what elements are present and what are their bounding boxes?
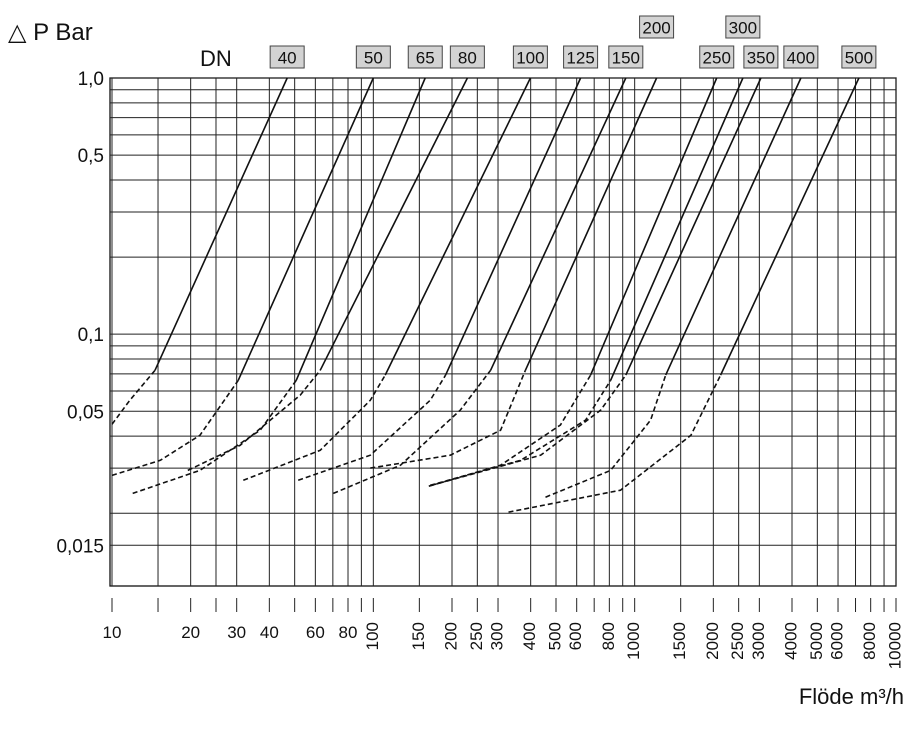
x-tick-label: 30 — [227, 623, 246, 642]
x-tick-label: 400 — [520, 622, 539, 650]
legend-box — [355, 45, 391, 69]
x-tick-label: 2500 — [728, 622, 747, 660]
legend-box — [269, 45, 305, 69]
x-tick-label: 8000 — [860, 622, 879, 660]
legend-label: 50 — [364, 49, 383, 68]
y-tick-label: 0,5 — [78, 146, 104, 167]
legend-label: 125 — [566, 49, 594, 68]
legend-label: 40 — [278, 49, 297, 68]
dashed-curve — [429, 379, 612, 487]
dashed-curve — [370, 369, 527, 469]
legend-label: 250 — [703, 49, 731, 68]
legend-title: DN — [200, 46, 232, 71]
x-tick-label: 300 — [488, 622, 507, 650]
legend-label: 80 — [458, 49, 477, 68]
curve — [625, 77, 762, 376]
curve — [524, 77, 658, 371]
x-tick-label: 1500 — [670, 622, 689, 660]
legend-label: 65 — [416, 49, 435, 68]
legend-label: 100 — [516, 49, 544, 68]
legend-label: 300 — [729, 19, 757, 38]
x-tick-label: 100 — [363, 622, 382, 650]
x-tick-label: 4000 — [781, 622, 800, 660]
legend-label: 150 — [612, 49, 640, 68]
x-tick-label: 40 — [260, 623, 279, 642]
x-tick-label: 6000 — [828, 622, 847, 660]
x-tick-label: 150 — [409, 622, 428, 650]
curve — [589, 77, 718, 376]
dashed-curve — [187, 369, 321, 472]
curve — [719, 77, 860, 376]
legend-box — [699, 45, 735, 69]
x-tick-label: 80 — [339, 623, 358, 642]
x-tick-label: 3000 — [749, 622, 768, 660]
dashed-curve — [332, 369, 492, 495]
x-tick-label: 20 — [181, 623, 200, 642]
dashed-curve — [111, 369, 156, 425]
y-tick-label: 0,05 — [67, 402, 104, 423]
curve — [154, 77, 288, 371]
dashed-curve — [132, 379, 297, 495]
dashed-curve — [508, 374, 722, 513]
dashed-curve — [428, 374, 592, 487]
legend-label: 200 — [642, 19, 670, 38]
x-tick-label: 800 — [599, 622, 618, 650]
legend-box — [449, 45, 485, 69]
legend-label: 400 — [787, 49, 815, 68]
legend-box — [608, 45, 644, 69]
dashed-curve — [111, 379, 239, 477]
dashed-curve — [431, 374, 627, 487]
legend-box — [841, 45, 877, 69]
y-tick-label: 1,0 — [78, 69, 104, 90]
y-axis-label: △ P Bar — [8, 19, 93, 46]
curve — [237, 77, 375, 381]
legend-label: 500 — [845, 49, 873, 68]
x-tick-label: 2000 — [703, 622, 722, 660]
curve — [489, 77, 627, 371]
x-tick-label: 10000 — [885, 622, 904, 669]
y-tick-label: 0,1 — [78, 325, 104, 346]
x-tick-label: 200 — [441, 622, 460, 650]
x-axis-label: Flöde m³/h — [799, 684, 904, 709]
legend-box — [639, 15, 675, 39]
x-tick-label: 600 — [566, 622, 585, 650]
curve — [444, 77, 582, 376]
curve — [295, 77, 426, 381]
y-tick-label: 0,015 — [56, 536, 104, 557]
dashed-curve — [297, 374, 447, 482]
x-tick-label: 10 — [103, 623, 122, 642]
plot-frame — [109, 77, 897, 587]
legend-label: 350 — [747, 49, 775, 68]
dashed-curve — [243, 374, 386, 482]
curve — [664, 77, 802, 376]
curve — [319, 77, 469, 371]
curve — [384, 77, 532, 376]
legend-box — [743, 45, 779, 69]
legend-box — [512, 45, 548, 69]
x-tick-label: 60 — [306, 623, 325, 642]
x-tick-label: 1000 — [624, 622, 643, 660]
curve — [609, 77, 744, 381]
legend-box — [783, 45, 819, 69]
x-tick-label: 5000 — [807, 622, 826, 660]
x-tick-label: 500 — [545, 622, 564, 650]
legend-box — [407, 45, 443, 69]
dashed-curve — [545, 374, 667, 498]
x-tick-label: 250 — [467, 622, 486, 650]
legend-box — [563, 45, 599, 69]
legend-box — [725, 15, 761, 39]
